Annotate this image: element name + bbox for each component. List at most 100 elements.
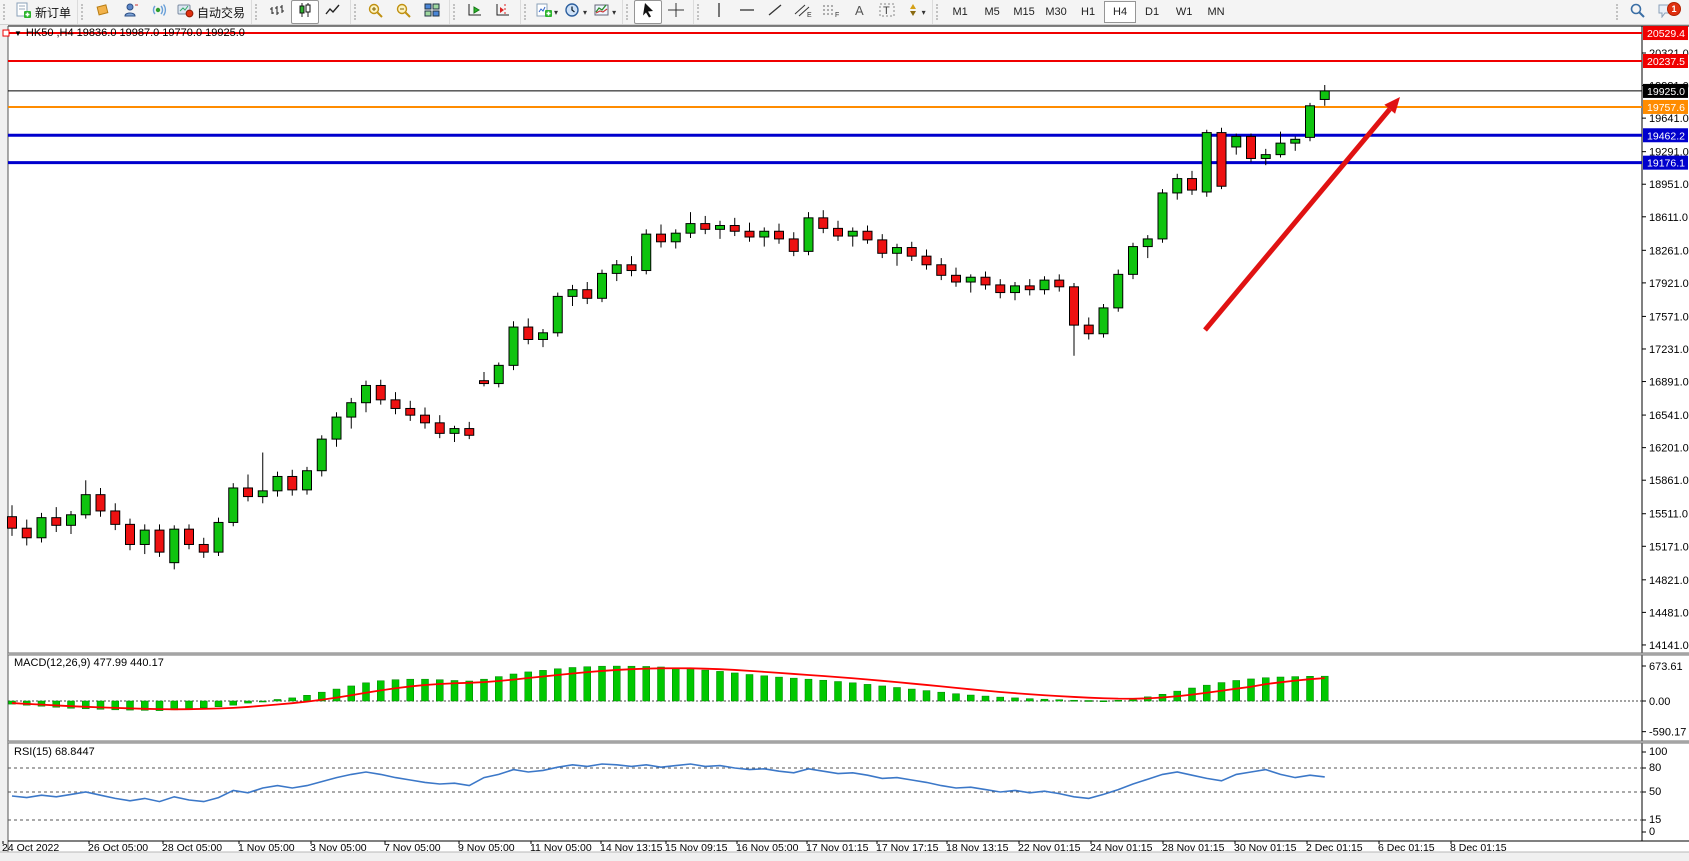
trendline-button[interactable] <box>761 0 789 24</box>
fibonacci-icon: F <box>821 2 841 23</box>
candle <box>272 475 283 492</box>
candle <box>110 510 121 525</box>
time-axis-label: 15 Nov 09:15 <box>665 842 728 854</box>
candle <box>154 529 165 553</box>
indicators-icon <box>535 2 553 23</box>
search-button[interactable] <box>1624 0 1652 24</box>
auto-trading-icon <box>176 2 194 23</box>
svg-text:19462.2: 19462.2 <box>1647 130 1685 142</box>
tile-windows-icon <box>423 2 441 23</box>
time-axis-label: 26 Oct 05:00 <box>88 842 148 854</box>
timeframe-button-M1[interactable]: M1 <box>952 6 968 18</box>
new-order-button[interactable]: 新订单 <box>11 0 74 24</box>
candle <box>788 238 799 252</box>
time-axis-label: 24 Nov 01:15 <box>1090 842 1153 854</box>
candle <box>375 384 386 401</box>
timeframe-button-M5[interactable]: M5 <box>984 6 1000 18</box>
time-axis-label: 18 Nov 13:15 <box>946 842 1009 854</box>
macd-signal-line <box>11 667 1325 711</box>
candle <box>685 223 696 234</box>
market-cube-button[interactable] <box>89 0 117 24</box>
candle <box>670 232 681 243</box>
vertical-line-button[interactable] <box>705 0 733 24</box>
bar-chart-button[interactable] <box>263 0 291 24</box>
candle <box>774 230 784 240</box>
symbol-dropdown-icon[interactable]: ▼ <box>14 28 22 38</box>
chart-title: ▼ HK50 ,H4 19836.0 19987.0 19770.0 19925… <box>14 27 245 39</box>
auto-scroll-button[interactable] <box>461 0 489 24</box>
timeframe-button-H4[interactable]: H4 <box>1104 1 1137 23</box>
candle <box>582 289 593 299</box>
price-tick-label: 19641.0 <box>1649 113 1689 125</box>
cursor-button[interactable] <box>634 0 663 24</box>
zoom-in-button[interactable] <box>362 0 390 24</box>
text-button[interactable]: A <box>845 0 873 24</box>
candle <box>965 276 976 283</box>
candlestick-chart-button[interactable] <box>291 0 320 24</box>
auto-trading-button[interactable]: 自动交易 <box>173 0 248 24</box>
equidistant-channel-icon: E <box>793 2 813 23</box>
timeframe-button-D1[interactable]: D1 <box>1145 6 1160 18</box>
candle <box>21 527 32 539</box>
candle <box>936 264 947 276</box>
arrows-button[interactable]: ▾ <box>901 0 929 24</box>
timeframe-button-W1[interactable]: W1 <box>1175 6 1193 18</box>
price-tick-label: 14141.0 <box>1649 640 1689 652</box>
candle <box>611 264 622 274</box>
candle <box>1305 105 1315 138</box>
timeframe-button-MN[interactable]: MN <box>1207 6 1225 18</box>
trend-arrow[interactable] <box>1203 107 1392 332</box>
timeframe-button-M15[interactable]: M15 <box>1013 6 1035 18</box>
candle <box>213 521 224 553</box>
price-tick-label: 17921.0 <box>1649 278 1689 290</box>
candle <box>95 494 106 512</box>
candle <box>51 517 62 526</box>
zoom-out-button[interactable] <box>390 0 418 24</box>
timeframe-group: M1 M5 M15 M30 H1 H4 D1 W1 MN <box>932 0 1235 24</box>
candle <box>921 255 932 266</box>
tile-windows-button[interactable] <box>418 0 446 24</box>
candle <box>405 407 416 416</box>
candle <box>493 364 504 385</box>
templates-button[interactable]: ▾ <box>590 0 619 24</box>
candle <box>552 295 563 334</box>
time-axis-label: 6 Dec 01:15 <box>1378 842 1435 854</box>
line-chart-button[interactable] <box>319 0 347 24</box>
chart-shift-button[interactable] <box>489 0 517 24</box>
chart-shift-icon <box>494 2 512 23</box>
cursor-icon <box>639 2 657 23</box>
timeframe-button-M30[interactable]: M30 <box>1045 6 1067 18</box>
candle <box>1054 279 1065 288</box>
equidistant-channel-button[interactable]: E <box>789 0 817 24</box>
rsi-scale-label: 15 <box>1649 814 1661 826</box>
fibonacci-button[interactable]: F <box>817 0 845 24</box>
indicators-button[interactable]: ▾ <box>532 0 561 24</box>
horizontal-line-button[interactable] <box>733 0 761 24</box>
time-axis-label: 28 Nov 01:15 <box>1162 842 1225 854</box>
chart-title-text: HK50 ,H4 19836.0 19987.0 19770.0 19925.0 <box>25 27 245 39</box>
candle <box>995 284 1006 294</box>
candle <box>302 470 312 491</box>
candle <box>1216 132 1227 187</box>
rsi-scale-label: 50 <box>1649 786 1661 798</box>
vertical-line-icon <box>712 2 726 23</box>
expert-advisor-button[interactable] <box>117 0 145 24</box>
macd-indicator-label: MACD(12,26,9) 477.99 440.17 <box>14 657 164 669</box>
time-axis-label: 17 Nov 17:15 <box>876 842 939 854</box>
candle <box>7 516 17 529</box>
search-icon <box>1629 2 1647 23</box>
timeframe-button-H1[interactable]: H1 <box>1081 6 1096 18</box>
text-label-button[interactable]: T <box>873 0 901 24</box>
crosshair-button[interactable] <box>662 0 690 24</box>
price-tick-label: 14821.0 <box>1649 575 1689 587</box>
price-tick-label: 17231.0 <box>1649 344 1689 356</box>
rsi-line <box>11 763 1325 803</box>
periods-button[interactable]: ▾ <box>561 0 590 24</box>
price-tick-label: 17571.0 <box>1649 311 1689 323</box>
signals-button[interactable] <box>145 0 173 24</box>
price-badge <box>1643 26 1688 41</box>
svg-text:19176.1: 19176.1 <box>1647 158 1685 170</box>
chat-button[interactable]: 1 <box>1652 0 1681 24</box>
zoom-out-icon <box>395 2 413 23</box>
